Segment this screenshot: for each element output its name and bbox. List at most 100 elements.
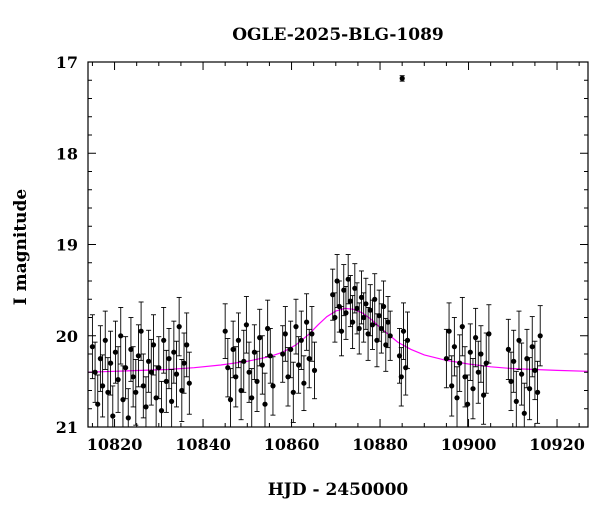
- data-point: [529, 344, 535, 350]
- data-point: [110, 413, 116, 419]
- y-tick-label: 20: [56, 327, 78, 346]
- data-point: [259, 362, 265, 368]
- model-curve: [87, 307, 589, 373]
- data-point: [130, 374, 136, 380]
- data-point: [465, 401, 471, 407]
- data-point: [404, 337, 411, 343]
- data-point: [125, 415, 131, 421]
- data-point: [301, 380, 307, 386]
- data-point: [378, 325, 384, 332]
- data-point: [233, 374, 239, 380]
- data-point: [163, 378, 169, 384]
- plot-area: 10820 10840 10860 10880 10900 10920 17 18 19 20 21: [56, 53, 589, 454]
- data-point: [285, 374, 291, 380]
- data-point: [311, 367, 318, 373]
- data-point: [537, 333, 543, 339]
- data-point: [381, 303, 387, 310]
- data-point: [280, 351, 286, 357]
- data-point: [449, 383, 455, 389]
- data-point: [483, 360, 489, 366]
- data-point: [282, 331, 288, 337]
- chart-title: OGLE-2025-BLG-1089: [232, 25, 444, 45]
- data-point: [400, 328, 407, 334]
- data-point: [108, 360, 114, 366]
- data-point: [246, 369, 252, 375]
- data-point: [481, 392, 487, 398]
- data-point: [156, 365, 162, 371]
- data-point: [376, 313, 382, 319]
- data-point: [118, 333, 124, 339]
- data-point: [270, 383, 276, 389]
- data-point: [304, 319, 310, 325]
- data-point: [470, 386, 476, 392]
- x-tick-label: 10860: [264, 435, 320, 454]
- data-point: [350, 319, 356, 325]
- data-point: [95, 401, 101, 407]
- data-point: [511, 358, 517, 364]
- data-point: [166, 356, 172, 362]
- data-point: [330, 292, 336, 298]
- data-point: [354, 305, 360, 311]
- data-point: [459, 324, 465, 330]
- y-tick-label: 19: [56, 236, 78, 255]
- data-point: [249, 395, 255, 401]
- data-point: [230, 346, 236, 352]
- data-point: [265, 325, 271, 332]
- data-point: [332, 314, 338, 321]
- y-axis-label: I magnitude: [11, 189, 31, 306]
- data-point: [105, 389, 111, 395]
- data-point: [352, 285, 358, 291]
- data-point: [123, 365, 129, 371]
- data-point: [112, 349, 118, 355]
- data-point: [179, 387, 185, 394]
- data-point: [296, 362, 302, 368]
- data-point: [443, 356, 449, 362]
- data-point: [238, 387, 244, 394]
- data-point: [150, 342, 157, 348]
- data-point: [457, 360, 463, 366]
- data-point: [173, 371, 180, 377]
- data-point: [254, 378, 260, 384]
- data-point: [158, 408, 165, 414]
- data-point: [293, 324, 299, 330]
- x-tick-label: 10820: [87, 435, 143, 454]
- data-point: [267, 353, 273, 359]
- data-point: [396, 353, 403, 359]
- data-point: [309, 331, 315, 337]
- data-point: [358, 294, 365, 300]
- data-point: [257, 335, 263, 341]
- data-point: [508, 378, 514, 384]
- data-point: [176, 324, 182, 330]
- data-point: [171, 349, 177, 355]
- data-point: [262, 401, 268, 407]
- data-point: [138, 328, 144, 334]
- data-point: [243, 322, 249, 328]
- data-point: [288, 346, 294, 352]
- data-point: [306, 356, 312, 362]
- data-point: [372, 296, 378, 302]
- data-point: [398, 374, 404, 380]
- data-point: [133, 389, 139, 395]
- data-point: [535, 389, 541, 395]
- x-tick-label: 10880: [352, 435, 408, 454]
- data-point: [184, 342, 190, 348]
- x-axis-label: HJD - 2450000: [268, 480, 409, 500]
- data-point: [115, 377, 121, 383]
- data-point: [225, 365, 231, 371]
- data-point: [467, 349, 473, 355]
- data-point: [120, 397, 126, 403]
- data-point: [347, 298, 353, 304]
- data-point: [521, 410, 527, 416]
- data-point: [524, 356, 530, 362]
- x-tick-label: 10840: [175, 435, 231, 454]
- data-point: [387, 333, 393, 339]
- data-point: [148, 369, 154, 375]
- data-point: [345, 276, 351, 282]
- data-point: [505, 346, 511, 352]
- data-point: [92, 369, 98, 375]
- data-point: [181, 360, 187, 366]
- data-point: [89, 344, 95, 350]
- data-point: [383, 342, 389, 348]
